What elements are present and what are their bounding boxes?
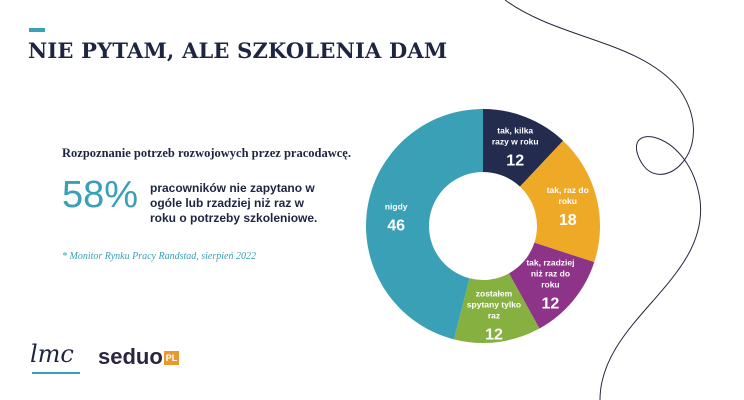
title-accent	[29, 28, 45, 32]
slice-label: razy w roku	[492, 137, 539, 147]
source-note: * Monitor Rynku Pracy Randstad, sierpień…	[62, 251, 256, 262]
slice-label: zostałem	[476, 288, 513, 298]
donut-slice	[483, 109, 564, 187]
seduo-logo-pl: PL	[163, 351, 180, 366]
slice-value: 12	[542, 295, 560, 312]
slice-label: roku	[559, 196, 577, 206]
lmc-logo: lmc	[30, 340, 74, 368]
slice-value: 46	[387, 218, 405, 235]
highlight-value: 58%	[62, 174, 139, 216]
slice-label: niż raz do	[531, 268, 570, 278]
slice-label: tak, raz do	[547, 185, 589, 195]
slice-label: tak, rzadziej	[526, 257, 574, 267]
slice-label: spytany tylko	[467, 299, 521, 309]
donut-slice	[509, 242, 595, 329]
donut-slice	[453, 273, 540, 343]
slice-label: roku	[541, 279, 559, 289]
seduo-logo: seduo PL	[98, 344, 180, 370]
page-title: NIE PYTAM, ALE SZKOLENIA DAM	[28, 38, 448, 63]
donut-slice	[366, 109, 483, 340]
slice-value: 18	[559, 212, 577, 229]
donut-slice	[519, 140, 601, 263]
seduo-logo-text: seduo	[98, 344, 163, 369]
slice-value: 12	[506, 153, 524, 170]
subtitle: Rozpoznanie potrzeb rozwojowych przez pr…	[62, 146, 351, 160]
lmc-logo-underline	[32, 372, 80, 374]
slice-label: nigdy	[385, 202, 408, 212]
slice-value: 12	[485, 326, 503, 343]
slice-label: raz	[488, 310, 500, 320]
highlight-text: pracowników nie zapytano w ogóle lub rza…	[150, 181, 318, 225]
slice-label: tak, kilka	[497, 126, 533, 136]
